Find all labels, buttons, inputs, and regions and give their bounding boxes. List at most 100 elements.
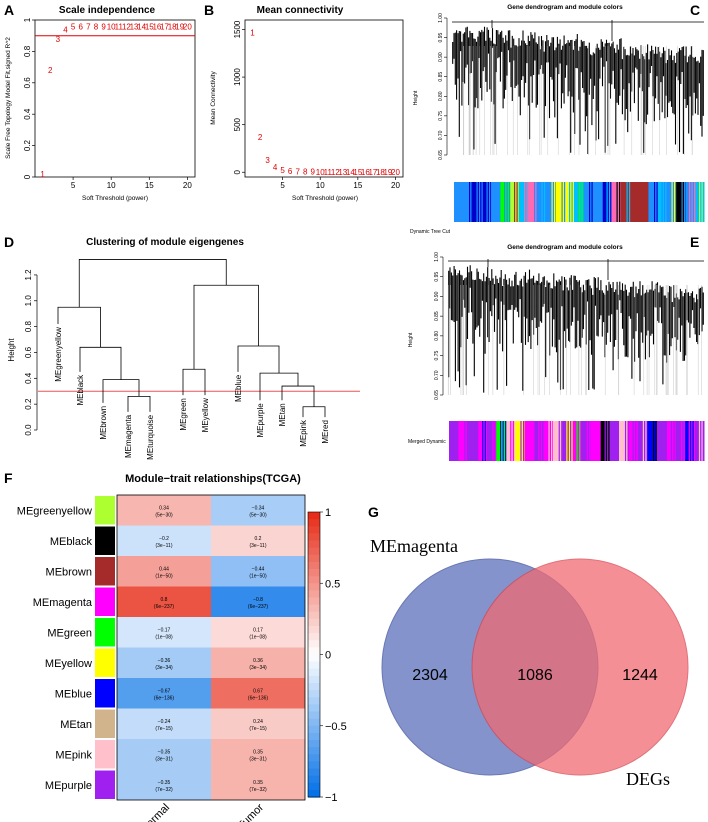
panel-e-stripe — [512, 421, 514, 461]
panel-f-cell — [117, 586, 211, 617]
panel-e-stripe — [576, 421, 578, 461]
panel-e-bar-label: Merged Dynamic — [408, 439, 446, 445]
panel-a-scale-independence: Scale independence Scale Free Topology M… — [5, 5, 196, 202]
panel-f-cell-value: −0.35 — [158, 780, 171, 786]
panel-f-colorbar-step — [308, 711, 320, 720]
panel-a-ytick-label: 0.4 — [23, 108, 32, 120]
panel-e-stripe — [466, 421, 469, 461]
panel-f-cell — [211, 617, 305, 648]
panel-a-point: 9 — [101, 22, 106, 31]
panel-d-merge — [259, 372, 299, 401]
panel-e-stripe — [586, 421, 588, 461]
panel-f-cell-pvalue: (7e−15) — [155, 726, 173, 732]
panel-c-stripe — [496, 182, 498, 222]
panel-f-cell-pvalue: (3e−11) — [249, 543, 266, 549]
panel-a-point: 4 — [63, 25, 68, 34]
panel-e-stripe — [494, 421, 497, 461]
panel-f-cell-pvalue: (7e−32) — [249, 787, 267, 793]
panel-f-cell-pvalue: (6e−136) — [154, 695, 174, 701]
panel-f-row-label: MEbrown — [46, 566, 92, 578]
panel-d-merge — [127, 396, 151, 412]
panel-c-ytick-label: 0.95 — [438, 32, 444, 42]
panel-c-stripe — [461, 182, 463, 222]
panel-e-stripe — [599, 421, 601, 461]
panel-e-stripe — [484, 421, 486, 461]
panel-d-ytick-label: 1.2 — [24, 269, 33, 281]
panel-f-colorbar-tick-label: −0.5 — [325, 721, 347, 733]
panel-f-module-swatch — [95, 526, 115, 555]
panel-b-frame — [244, 19, 404, 178]
panel-e-segment — [515, 421, 526, 461]
panel-c-ytick-label: 0.85 — [438, 72, 444, 82]
panel-e-stripe — [635, 421, 637, 461]
panel-f-cell — [117, 495, 211, 526]
panel-e-stripe — [551, 421, 553, 461]
panel-a-xtick-label: 10 — [107, 181, 116, 190]
panel-a-point: 11 — [115, 22, 124, 31]
panel-d-leaf-label: MEmagenta — [124, 414, 133, 458]
panel-a-point: 19 — [175, 22, 184, 31]
panel-e-stripe — [464, 421, 466, 461]
panel-e-color-bar — [449, 421, 705, 461]
panel-e-ytick-label: 0.95 — [434, 272, 440, 282]
panel-c-stripe — [469, 182, 471, 222]
panel-a-point: 13 — [130, 22, 139, 31]
panel-a-point: 2 — [48, 66, 53, 75]
panel-f-module-swatch — [95, 587, 115, 616]
panel-e-ytick-label: 0.80 — [434, 331, 440, 341]
panel-label-d: D — [4, 234, 14, 250]
panel-e-stripe — [693, 421, 695, 461]
panel-f-cell-pvalue: (7e−32) — [155, 787, 173, 793]
panel-c-stripe — [629, 182, 631, 222]
panel-f-cell-value: −0.34 — [252, 505, 265, 511]
panel-d-leaf-label: MEpurple — [256, 403, 265, 438]
panel-f-colorbar-step — [308, 547, 320, 556]
panel-f-cell — [117, 769, 211, 800]
panel-e-stripe — [596, 421, 599, 461]
panel-e-stripe — [456, 421, 458, 461]
panel-c-stripe — [694, 182, 696, 222]
panel-f-module-swatch — [95, 496, 115, 525]
panel-c-segment — [583, 182, 594, 222]
panel-d-leaf-label: MEgreenyellow — [54, 327, 63, 382]
panel-f-colorbar-step — [308, 540, 320, 549]
panel-c-segment — [592, 182, 603, 222]
panel-c-stripe — [459, 182, 461, 222]
panel-c-stripe — [486, 182, 488, 222]
panel-c-stripe — [666, 182, 668, 222]
venn-count-memagenta-only: 2304 — [412, 667, 448, 684]
panel-f-title: Module−trait relationships(TCGA) — [125, 473, 301, 485]
panel-c-stripe — [599, 182, 601, 222]
panel-f-cell-pvalue: (5e−30) — [249, 512, 267, 518]
panel-e-segment — [524, 421, 535, 461]
panel-f-colorbar-step — [308, 690, 320, 698]
panel-b-xtick-label: 20 — [391, 181, 400, 190]
panel-f-colorbar-step — [308, 789, 320, 798]
panel-f-cell-value: −0.35 — [158, 749, 171, 755]
panel-f-column-label: Tumor — [235, 801, 266, 822]
panel-f-cell — [117, 617, 211, 648]
panel-c-ytick-label: 0.90 — [438, 52, 444, 62]
panel-f-cell — [117, 678, 211, 709]
panel-c-segment — [518, 182, 529, 222]
panel-f-colorbar-step — [308, 718, 320, 727]
panel-b-ytick-label: 1500 — [233, 20, 242, 38]
panel-c-stripe — [671, 182, 673, 222]
panel-e-segment — [619, 421, 629, 461]
panel-c-stripe — [606, 182, 608, 222]
panel-c-bar-label: Dynamic Tree Cut — [410, 229, 451, 235]
panel-f-cell — [211, 769, 305, 800]
panel-f-cell-value: −0.36 — [158, 658, 171, 664]
panel-a-frame — [34, 19, 196, 178]
venn-label-degs: DEGs — [626, 769, 670, 789]
panel-f-cell-value: 0.17 — [253, 627, 263, 633]
panel-e-root — [448, 259, 704, 280]
panel-c-stripe — [661, 182, 663, 222]
panel-c-stripe — [526, 182, 528, 222]
panel-e-stripe — [614, 421, 616, 461]
panel-f-colorbar-step — [308, 683, 320, 691]
panel-b-point: 8 — [303, 167, 308, 176]
panel-c-color-bar — [454, 182, 705, 222]
panel-c-stripe — [524, 182, 526, 222]
panel-d-eigengene-clustering: Clustering of module eigengenes Height 0… — [7, 237, 360, 460]
